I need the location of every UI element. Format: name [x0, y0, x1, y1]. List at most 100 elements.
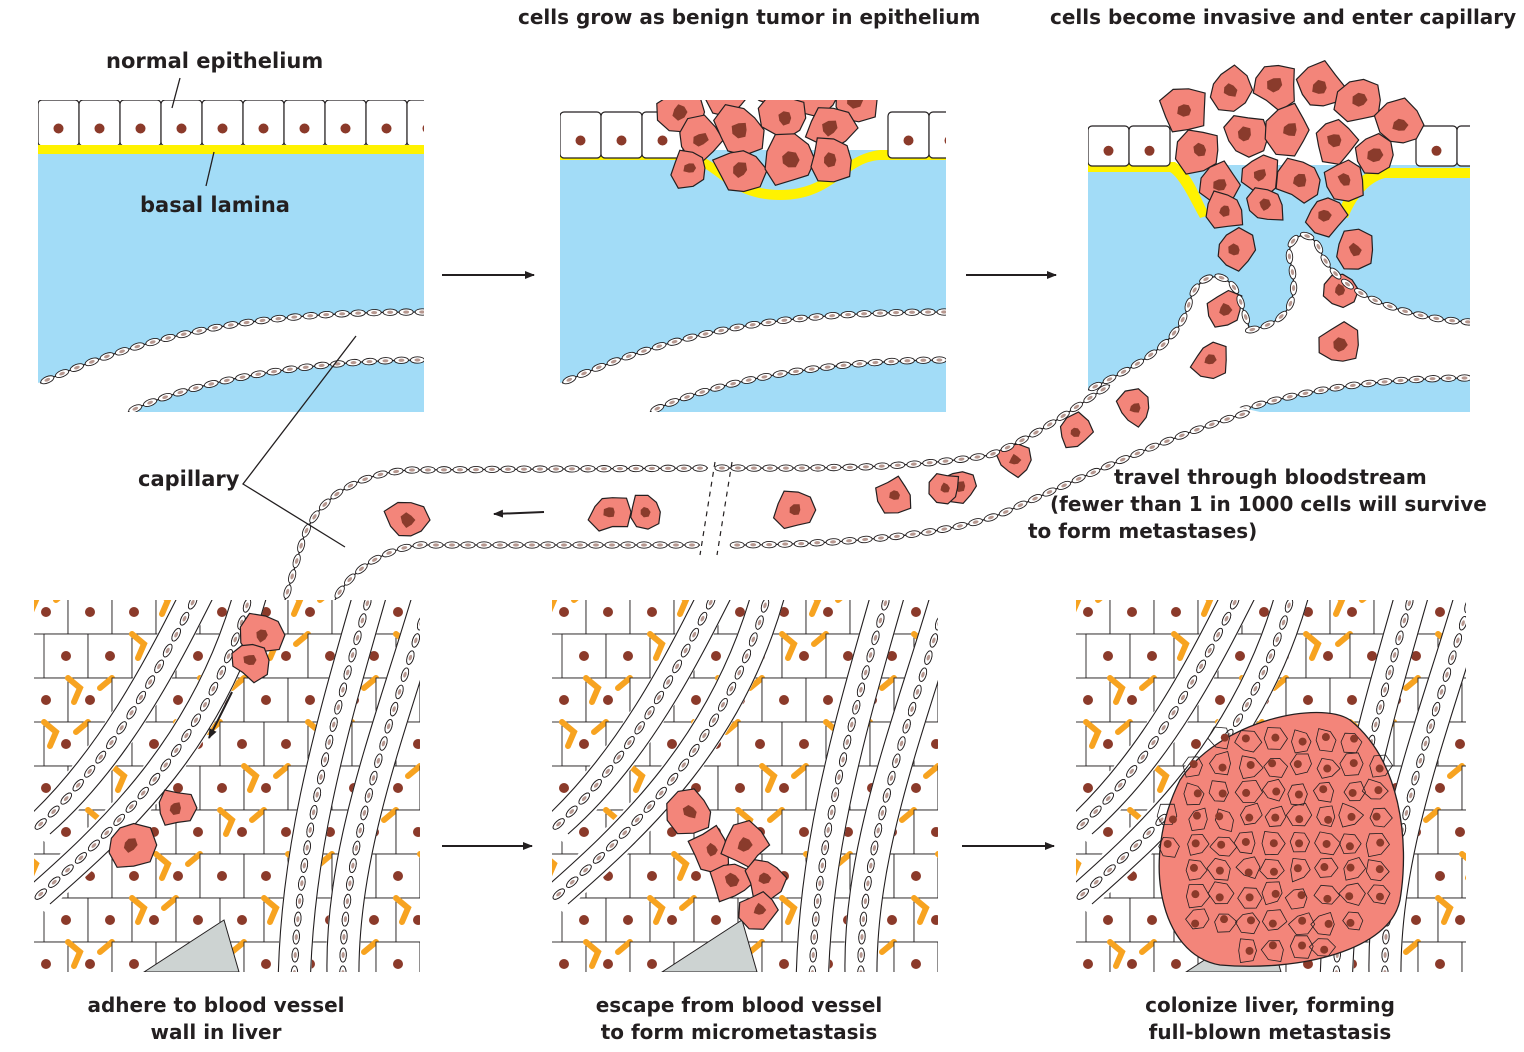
nucleus	[217, 123, 228, 134]
hepatocyte-nucleus	[647, 871, 657, 881]
endothelial-nucleus	[893, 311, 900, 315]
metastasis-cell	[1289, 753, 1312, 776]
endothelial-nucleus	[1413, 775, 1418, 782]
endothelial-nucleus	[132, 406, 139, 411]
hepatocyte	[352, 986, 396, 1030]
sinusoid-wall	[1076, 600, 1274, 883]
endothelial-nucleus	[878, 617, 883, 624]
hepatocyte	[958, 634, 1002, 678]
metastasis-cell	[1289, 832, 1311, 853]
endothelial-nucleus	[577, 543, 583, 547]
hepatocyte-nucleus	[955, 695, 965, 705]
metastasis-nucleus	[1245, 813, 1254, 822]
endothelial-nucleus	[1180, 316, 1185, 323]
label-stage7: colonize liver, forming full-blown metas…	[1130, 992, 1410, 1046]
hepatocyte-nucleus	[1435, 959, 1445, 969]
endothelial-nucleus	[1383, 969, 1387, 972]
hepatocyte-nucleus	[975, 827, 985, 837]
metastasis-cell	[1314, 831, 1341, 856]
endothelial-nucleus	[823, 844, 827, 851]
metastasis-cell	[1339, 833, 1362, 855]
tumor-nucleus	[640, 507, 651, 518]
label-stage6-line2: to form micrometastasis	[600, 1020, 878, 1044]
endothelial-nucleus	[941, 527, 948, 531]
bile-canaliculus	[1459, 851, 1466, 881]
endothelial-nucleus	[658, 790, 664, 796]
metastasis-nucleus	[1324, 919, 1333, 928]
hepatocyte-nucleus	[1347, 607, 1357, 617]
endothelial-nucleus	[868, 652, 873, 658]
endothelial-nucleus	[711, 717, 717, 723]
hepatocyte-nucleus	[393, 959, 403, 969]
hepatocyte-nucleus	[457, 651, 467, 661]
nucleus	[53, 123, 64, 134]
endothelial-nucleus	[616, 467, 623, 471]
endothelial-nucleus	[59, 371, 65, 376]
bile-canaliculus	[1201, 600, 1235, 617]
hepatocyte-nucleus	[799, 827, 809, 837]
metastasis-nucleus	[1297, 891, 1306, 900]
hepatocyte-nucleus	[369, 651, 379, 661]
endothelial-nucleus	[285, 588, 290, 595]
endothelial-nucleus	[810, 969, 815, 972]
epithelial-cell	[324, 100, 367, 147]
sinusoid-wall	[358, 679, 420, 972]
metastasis-nucleus	[1347, 812, 1356, 821]
leader-normal-epithelium	[171, 77, 181, 109]
endothelial-nucleus	[641, 349, 647, 353]
endothelial-nucleus	[327, 739, 331, 746]
metastasis-cell	[1369, 754, 1394, 778]
bile-canaliculus	[65, 939, 115, 969]
bile-canaliculus	[159, 600, 193, 617]
metastasis-nucleus	[1293, 760, 1302, 769]
endothelial-nucleus	[697, 466, 704, 470]
endothelial-nucleus	[1423, 740, 1428, 747]
endothelial-nucleus	[290, 573, 294, 580]
endothelial-nucleus	[716, 583, 722, 590]
endothelial-nucleus	[609, 543, 615, 547]
metastasis-nucleus	[1294, 790, 1303, 799]
bile-canaliculus	[759, 763, 809, 793]
epithelial-cell	[887, 111, 930, 159]
nucleus	[94, 123, 105, 134]
bile-canaliculus	[1107, 939, 1157, 969]
hepatocyte-nucleus	[61, 1003, 71, 1013]
endothelial-nucleus	[1374, 721, 1378, 728]
metastasis-nucleus	[1191, 839, 1200, 848]
endothelial-nucleus	[1106, 377, 1113, 382]
endothelial-nucleus	[869, 862, 873, 869]
endothelial-nucleus	[323, 313, 330, 317]
hepatocyte-nucleus	[281, 651, 291, 661]
endothelial-nucleus	[829, 809, 834, 816]
endothelial-nucleus	[184, 732, 189, 739]
tumor-nucleus	[1219, 205, 1230, 217]
metastasis-nucleus	[1215, 866, 1224, 875]
endothelial-nucleus	[1019, 438, 1025, 443]
endothelial-cell	[713, 579, 725, 594]
metastasis-cell	[1316, 757, 1341, 779]
hepatocyte-nucleus	[1127, 959, 1137, 969]
hepatocyte-nucleus	[911, 607, 921, 617]
endothelial-nucleus	[876, 827, 880, 834]
endothelial-nucleus	[312, 514, 317, 520]
bile-canaliculus	[779, 631, 829, 661]
hepatocyte-nucleus	[975, 915, 985, 925]
epithelial-cell-row	[1088, 125, 1470, 167]
endothelial-nucleus	[894, 463, 901, 467]
endothelial-nucleus	[859, 686, 863, 693]
endothelial-nucleus	[1471, 585, 1476, 592]
hepatocyte	[219, 721, 265, 767]
endothelial-nucleus	[345, 669, 350, 676]
endothelial-cell	[247, 581, 257, 596]
endothelial-nucleus	[304, 527, 309, 534]
endothelial-nucleus	[926, 461, 933, 465]
endothelial-nucleus	[885, 792, 889, 799]
metastasis-cell	[1261, 831, 1286, 856]
hepatocyte-nucleus	[799, 739, 809, 749]
tumor-nucleus	[733, 162, 748, 178]
endothelial-nucleus	[429, 585, 434, 592]
hepatocyte-nucleus	[887, 1003, 897, 1013]
hepatocyte-nucleus	[281, 739, 291, 749]
hepatocyte-nucleus	[931, 1003, 941, 1013]
benign-tumor-mass	[656, 100, 878, 193]
